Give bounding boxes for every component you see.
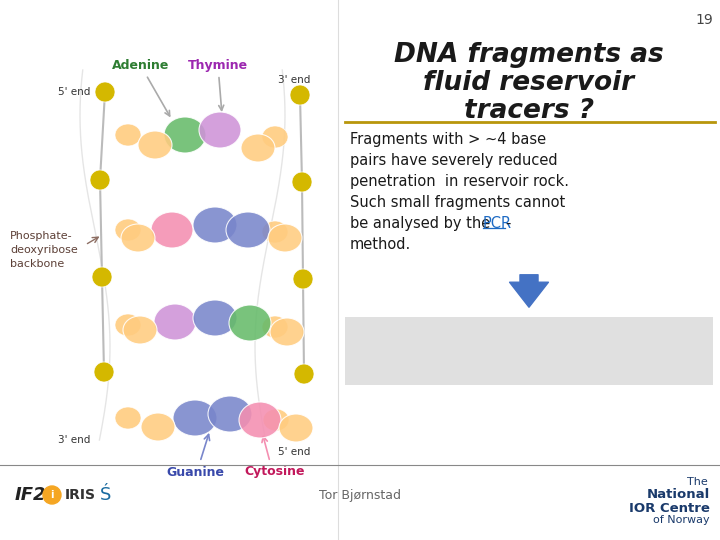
Text: IRIS: IRIS — [65, 488, 96, 502]
Ellipse shape — [262, 316, 288, 338]
Ellipse shape — [262, 126, 288, 148]
Text: method.: method. — [350, 237, 411, 252]
Ellipse shape — [292, 172, 312, 192]
Text: tracers ?: tracers ? — [464, 98, 594, 124]
Text: National: National — [647, 489, 710, 502]
Ellipse shape — [290, 85, 310, 105]
Text: Thymine: Thymine — [188, 59, 248, 110]
Text: pairs have severely reduced: pairs have severely reduced — [350, 153, 557, 168]
Ellipse shape — [270, 318, 304, 346]
Text: i: i — [50, 490, 54, 500]
Text: Fragments with > ∼4 base: Fragments with > ∼4 base — [350, 132, 546, 147]
Ellipse shape — [268, 224, 302, 252]
Text: 3' end: 3' end — [58, 435, 91, 445]
Ellipse shape — [193, 300, 237, 336]
Ellipse shape — [94, 362, 114, 382]
Ellipse shape — [154, 304, 196, 340]
Text: Such small fragments cannot: Such small fragments cannot — [350, 195, 565, 210]
Text: be analysed by the: be analysed by the — [350, 216, 495, 231]
Ellipse shape — [279, 414, 313, 442]
Ellipse shape — [123, 316, 157, 344]
Ellipse shape — [95, 82, 115, 102]
FancyArrowPatch shape — [510, 275, 549, 307]
Ellipse shape — [138, 131, 172, 159]
Ellipse shape — [241, 134, 275, 162]
Ellipse shape — [164, 117, 206, 153]
Ellipse shape — [262, 221, 288, 243]
Text: -: - — [505, 216, 510, 231]
Text: Ś: Ś — [100, 486, 112, 504]
Text: PCR: PCR — [483, 216, 512, 231]
FancyBboxPatch shape — [345, 317, 713, 385]
Text: IOR Centre: IOR Centre — [629, 502, 710, 515]
Ellipse shape — [208, 396, 252, 432]
Text: IF2: IF2 — [15, 486, 47, 504]
Ellipse shape — [151, 212, 193, 248]
Text: penetration  in reservoir rock.: penetration in reservoir rock. — [350, 174, 569, 189]
Ellipse shape — [92, 267, 112, 287]
Text: 19: 19 — [696, 13, 713, 27]
Ellipse shape — [193, 207, 237, 243]
Ellipse shape — [173, 400, 217, 436]
Text: of Norway: of Norway — [653, 515, 710, 525]
Ellipse shape — [141, 413, 175, 441]
Text: Cytosine: Cytosine — [245, 465, 305, 478]
Text: Tor Bjørnstad: Tor Bjørnstad — [319, 489, 401, 502]
Ellipse shape — [229, 305, 271, 341]
Text: Guanine: Guanine — [166, 465, 224, 478]
Text: 5' end: 5' end — [58, 87, 91, 97]
Ellipse shape — [115, 124, 141, 146]
Ellipse shape — [115, 219, 141, 241]
Text: Adenine: Adenine — [112, 59, 170, 116]
Text: DNA fragments as: DNA fragments as — [394, 42, 664, 68]
Ellipse shape — [294, 364, 314, 384]
Ellipse shape — [90, 170, 110, 190]
Ellipse shape — [239, 402, 281, 438]
Text: fluid reservoir: fluid reservoir — [423, 70, 634, 96]
Ellipse shape — [115, 407, 141, 429]
Ellipse shape — [293, 269, 313, 289]
Text: 3' end: 3' end — [278, 75, 310, 85]
Ellipse shape — [199, 112, 241, 148]
Ellipse shape — [263, 409, 289, 431]
Text: DNA just a wet dream ?: DNA just a wet dream ? — [434, 350, 624, 365]
Text: The: The — [688, 477, 708, 487]
Text: Phosphate-
deoxyribose
backbone: Phosphate- deoxyribose backbone — [10, 231, 78, 269]
Ellipse shape — [121, 224, 155, 252]
Text: 5' end: 5' end — [278, 447, 310, 457]
Ellipse shape — [226, 212, 270, 248]
Ellipse shape — [115, 314, 141, 336]
Text: Was the possible use of: Was the possible use of — [434, 328, 624, 343]
Circle shape — [43, 486, 61, 504]
